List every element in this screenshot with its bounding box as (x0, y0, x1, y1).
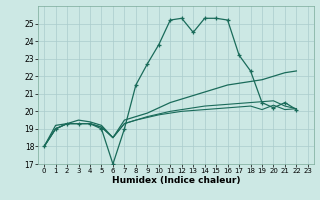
X-axis label: Humidex (Indice chaleur): Humidex (Indice chaleur) (112, 176, 240, 185)
